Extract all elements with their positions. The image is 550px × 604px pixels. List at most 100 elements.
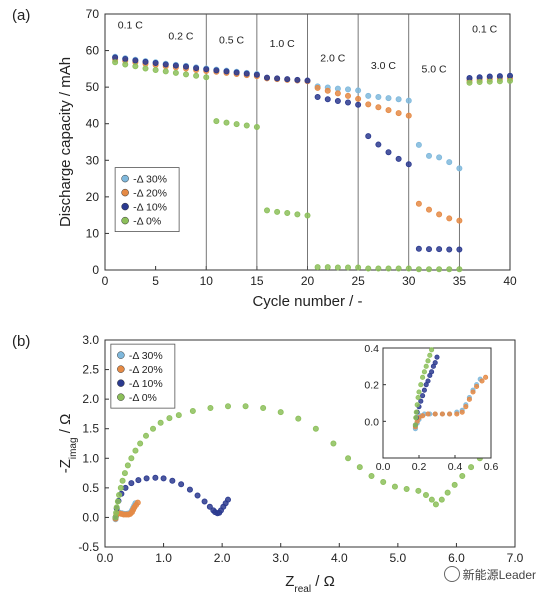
a-x-tick-label: 35 (453, 274, 467, 288)
b-point (114, 498, 121, 505)
a-rate-label: 0.1 C (118, 20, 144, 32)
inset-y-tick-label: 0.4 (364, 343, 379, 355)
inset-point (425, 411, 431, 417)
a-point (344, 264, 351, 271)
inset-point (413, 409, 419, 415)
a-point (365, 101, 372, 108)
b-point (137, 440, 144, 447)
b-point (451, 481, 458, 488)
b-point (178, 481, 185, 488)
inset-point (427, 352, 433, 358)
a-point (375, 265, 382, 272)
a-point (436, 154, 443, 161)
a-point (142, 65, 149, 72)
a-series (112, 54, 513, 253)
a-x-axis-label: Cycle number / - (252, 293, 362, 310)
watermark-text: 新能源Leader (462, 568, 536, 582)
a-rate-label: 0.1 C (472, 23, 498, 35)
b-y-tick-label: 1.5 (82, 422, 99, 436)
inset-point (413, 415, 419, 421)
b-point (380, 478, 387, 485)
b-legend-label: -Δ 0% (129, 392, 157, 404)
a-point (314, 94, 321, 101)
a-point (395, 155, 402, 162)
b-y-tick-label: 2.5 (82, 363, 99, 377)
a-rate-label: 5.0 C (422, 64, 448, 76)
a-panel-label: (a) (12, 7, 30, 24)
a-point (294, 76, 301, 83)
a-point (415, 141, 422, 148)
a-point (466, 79, 473, 86)
a-point (152, 60, 159, 67)
a-point (506, 72, 513, 79)
a-point (243, 70, 250, 77)
a-legend-marker (121, 202, 129, 211)
b-point (128, 455, 135, 462)
a-point (253, 124, 260, 131)
a-x-tick-label: 10 (200, 274, 214, 288)
inset-point (463, 404, 469, 410)
a-x-tick-label: 25 (351, 274, 365, 288)
inset-y-tick-label: 0.2 (364, 380, 379, 392)
inset-point (423, 363, 429, 369)
a-y-tick-label: 50 (86, 80, 100, 94)
a-point (112, 59, 119, 66)
a-point (436, 246, 443, 253)
inset-point (421, 387, 427, 393)
b-point (260, 405, 267, 412)
a-point (375, 104, 382, 111)
b-point (391, 483, 398, 490)
b-point (403, 486, 410, 493)
inset-point (466, 396, 472, 402)
watermark: 新能源Leader (443, 566, 536, 583)
b-x-tick-label: 2.0 (214, 551, 231, 565)
b-point (143, 475, 150, 482)
b-point (157, 419, 164, 426)
b-point (113, 504, 120, 511)
a-x-tick-label: 20 (301, 274, 315, 288)
inset-point (439, 411, 445, 417)
a-point (496, 73, 503, 80)
a-point (436, 266, 443, 273)
inset-series (412, 374, 489, 430)
a-point (446, 159, 453, 166)
inset-y-tick-label: 0.0 (364, 416, 379, 428)
a-point (415, 200, 422, 207)
a-point (385, 95, 392, 102)
b-point (345, 455, 352, 462)
b-point (444, 489, 451, 496)
a-point (476, 79, 483, 86)
a-point (405, 112, 412, 119)
b-panel-label: (b) (12, 333, 30, 350)
a-point (446, 266, 453, 273)
b-point (415, 487, 422, 494)
inset-point (474, 383, 480, 390)
b-legend-marker (117, 393, 125, 401)
a-point (456, 217, 463, 224)
a-y-tick-label: 40 (86, 117, 100, 131)
a-legend-label: -Δ 10% (133, 202, 167, 214)
a-point (385, 265, 392, 272)
inset-point (416, 389, 422, 395)
a-point (365, 92, 372, 99)
a-point (415, 266, 422, 273)
inset-point (420, 374, 426, 380)
b-point (277, 409, 284, 416)
b-point (186, 486, 193, 493)
a-point (375, 94, 382, 101)
a-point (203, 74, 210, 81)
a-point (233, 69, 240, 76)
a-point (223, 68, 230, 75)
inset-point (434, 354, 440, 360)
b-legend-marker (117, 351, 125, 359)
b-point (135, 477, 142, 484)
b-y-tick-label: 0.5 (82, 481, 99, 495)
inset-point (420, 413, 426, 419)
b-point (206, 503, 213, 510)
b-point (152, 474, 159, 481)
a-point (395, 265, 402, 272)
a-point (425, 266, 432, 273)
inset-point (418, 398, 424, 404)
a-point (324, 264, 331, 271)
